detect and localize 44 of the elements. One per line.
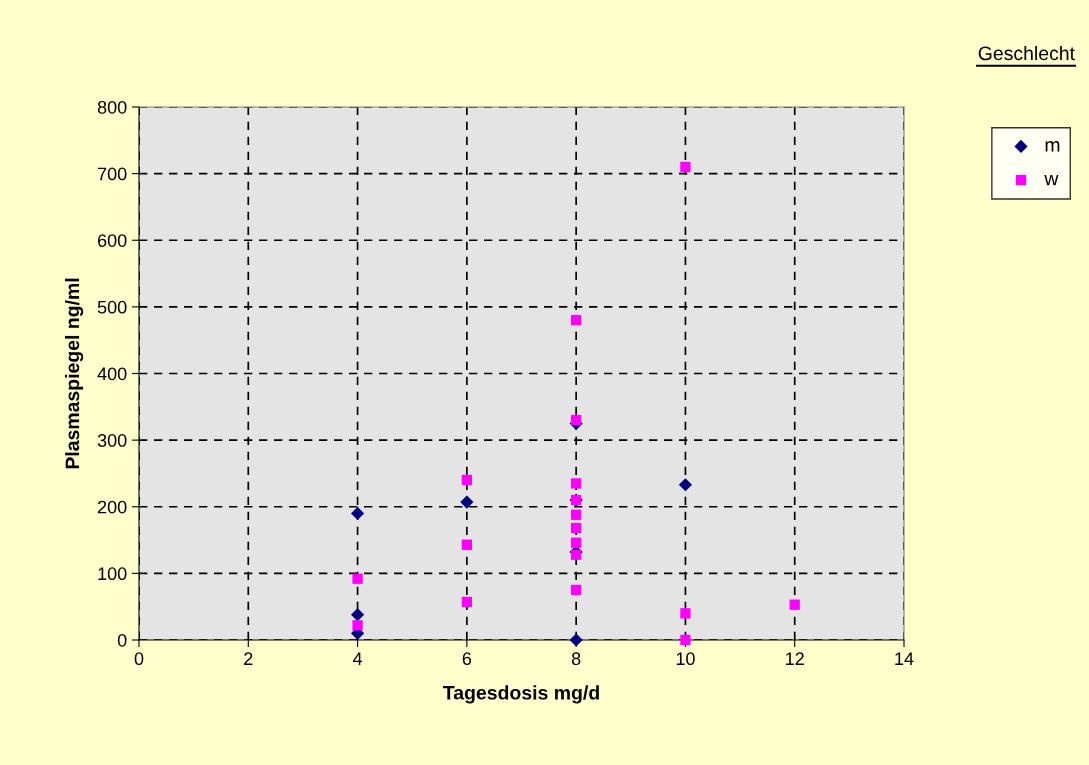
y-tick-label: 500 [97,300,127,314]
legend-label: m [1045,141,1060,152]
point [570,584,582,596]
y-tick-label: 600 [97,234,127,247]
point [461,596,473,608]
point [350,506,365,520]
x-axis-title: Tagesdosis mg/d [443,685,599,704]
point [352,573,363,584]
y-tick-label: 400 [97,367,127,381]
point [570,537,582,548]
x-tick-label: 14 [895,652,914,665]
y-tick-label: 700 [98,167,127,181]
point [680,161,691,173]
x-tick-label: 6 [462,652,472,666]
point [680,608,691,619]
point [460,495,474,509]
x-tick-label: 2 [244,652,253,665]
point [570,522,582,534]
x-tick-label: 8 [571,652,581,666]
x-tick-label: 4 [352,652,363,665]
y-tick-label: 300 [97,434,127,447]
legend-title: Geschlecht [978,45,1075,61]
point [570,478,582,489]
point [789,599,800,610]
y-axis-title: Plasmaspiegel ng/ml [64,278,84,469]
point [461,474,473,486]
point [678,478,693,492]
x-tick-label: 12 [786,652,804,665]
y-tick-label: 200 [97,500,127,514]
point [570,549,582,560]
point [350,608,365,622]
legend-label: w [1044,174,1059,186]
y-tick-label: 800 [97,100,127,114]
point [570,509,582,520]
point [570,414,582,426]
point [352,620,363,631]
x-tick-label: 0 [134,652,144,666]
point [570,315,582,326]
y-tick-label: 0 [117,633,127,647]
point [680,634,691,646]
x-tick-label: 10 [676,652,695,666]
point [569,633,583,647]
point [461,539,473,550]
y-tick-label: 100 [98,567,127,581]
